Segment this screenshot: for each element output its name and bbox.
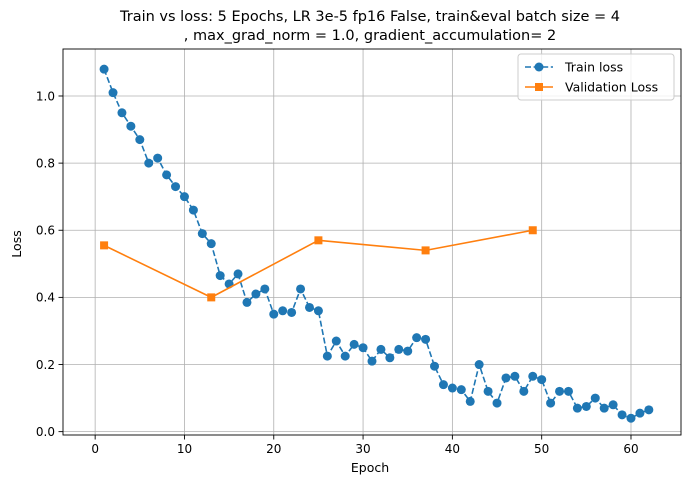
series-0-point <box>215 271 225 281</box>
series-0-point <box>349 339 359 349</box>
series-0-point <box>590 393 600 403</box>
grid <box>63 49 681 435</box>
series-0-point <box>644 405 654 415</box>
series-0-point <box>251 289 261 299</box>
legend-train-label: Train loss <box>564 60 623 75</box>
series-0-point <box>608 400 618 410</box>
y-axis-label: Loss <box>9 230 24 257</box>
series-1-point <box>314 236 323 245</box>
axes: 0 10 20 30 40 50 60 0.0 0.2 0.4 0.6 0.8 1.0 <box>36 48 682 456</box>
series-0-point <box>322 351 332 361</box>
series-0-point <box>376 344 386 354</box>
series-0-point <box>465 396 475 406</box>
series-0-point <box>179 192 189 202</box>
series-0-point <box>572 403 582 413</box>
series-0-point <box>233 269 243 279</box>
series-0-point <box>206 239 216 249</box>
series-0-point <box>304 302 314 312</box>
series-0-point <box>171 182 181 192</box>
series-0-point <box>197 229 207 239</box>
x-tick-label: 20 <box>266 442 281 456</box>
series-0-point <box>242 297 252 307</box>
legend-box <box>517 53 675 101</box>
series-0-point <box>635 408 645 418</box>
series-0-point <box>510 371 520 381</box>
series-0-point <box>269 309 279 319</box>
series-0-point <box>421 334 431 344</box>
legend-train-marker <box>534 62 544 72</box>
series-0-point <box>626 413 636 423</box>
series-0-point <box>546 398 556 408</box>
series-0-point <box>483 386 493 396</box>
y-tick-label: 0.6 <box>36 224 55 238</box>
series-0-point <box>537 375 547 385</box>
series-0-point <box>474 360 484 370</box>
chart-title-line1: Train vs loss: 5 Epochs, LR 3e-5 fp16 Fa… <box>119 9 620 25</box>
x-tick-label: 50 <box>534 442 549 456</box>
series-0-point <box>99 64 109 74</box>
series-0-point <box>581 401 591 411</box>
x-axis-label: Epoch <box>351 460 389 475</box>
y-tick-label: 0.8 <box>36 156 55 170</box>
series-0-point <box>340 351 350 361</box>
series-0-point <box>599 403 609 413</box>
series-1-point <box>100 241 109 250</box>
series-0-point <box>438 380 448 390</box>
legend-validation-marker <box>535 83 543 91</box>
series-0-point <box>430 361 440 371</box>
series-0-point <box>188 205 198 215</box>
x-tick-label: 30 <box>355 442 370 456</box>
series-0-point <box>260 284 270 294</box>
x-tick-label: 10 <box>177 442 192 456</box>
series-0-point <box>403 346 413 356</box>
series-0-point <box>456 385 466 395</box>
series-1-point <box>528 226 537 235</box>
series-0-point <box>563 386 573 396</box>
series-0-point <box>296 284 306 294</box>
series-0-point <box>492 398 502 408</box>
axes-frame <box>62 48 682 436</box>
series-0-point <box>412 333 422 343</box>
series-0-point <box>617 410 627 420</box>
series-0-point <box>358 343 368 353</box>
series-0-point <box>367 356 377 366</box>
series-0-point <box>144 158 154 168</box>
series-0-point <box>313 306 323 316</box>
legend-validation-label: Validation Loss <box>565 80 658 95</box>
chart-title-line2: , max_grad_norm = 1.0, gradient_accumula… <box>184 28 556 44</box>
series-0-point <box>278 306 288 316</box>
y-tick-label: 0.0 <box>36 425 55 439</box>
series-0-point <box>135 135 145 145</box>
series-0-point <box>331 336 341 346</box>
series-0-point <box>519 386 529 396</box>
series-0-point <box>385 353 395 363</box>
x-tick-label: 40 <box>445 442 460 456</box>
series-0-point <box>108 88 118 98</box>
series-0-point <box>153 153 163 163</box>
series-0-point <box>162 170 172 180</box>
y-tick-label: 0.2 <box>36 358 55 372</box>
series-0-point <box>528 371 538 381</box>
plot-area <box>99 64 654 423</box>
y-tick-label: 0.4 <box>36 291 55 305</box>
series-0-point <box>287 307 297 317</box>
x-tick-label: 0 <box>91 442 99 456</box>
x-tick-label: 60 <box>623 442 638 456</box>
series-0-point <box>555 386 565 396</box>
series-0-point <box>501 373 511 383</box>
series-0-point <box>394 344 404 354</box>
series-0-point <box>117 108 127 118</box>
series-1-point <box>207 293 216 302</box>
series-0-point <box>126 121 136 131</box>
series-1-point <box>421 246 430 255</box>
y-tick-label: 1.0 <box>36 89 55 103</box>
series-0-point <box>447 383 457 393</box>
legend: Train loss Validation Loss <box>517 53 675 101</box>
